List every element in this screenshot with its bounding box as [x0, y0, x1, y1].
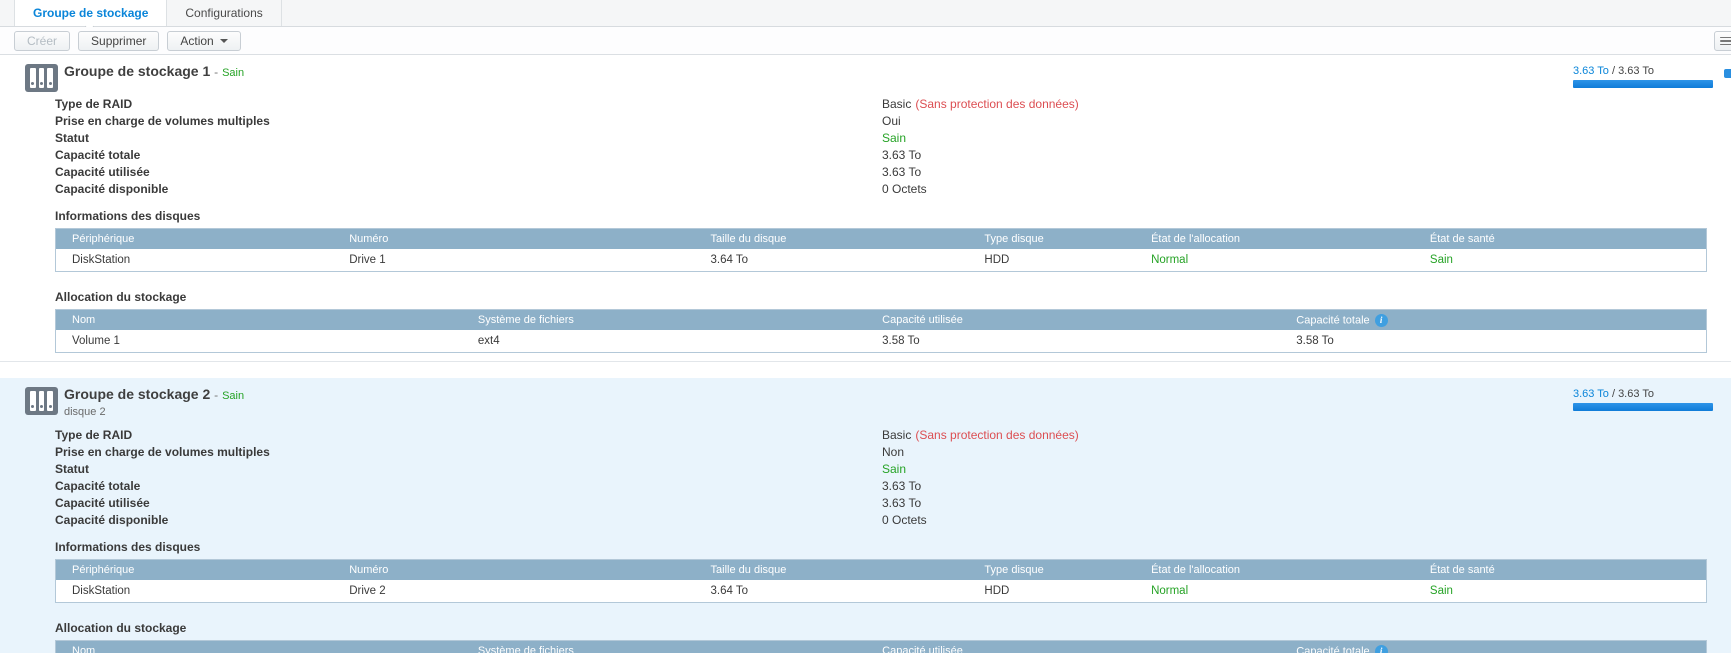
col-disk-type: Type disque — [968, 560, 1136, 580]
group-2-status: Sain — [222, 390, 245, 402]
group-1-header: Groupe de stockage 1 - Sain 3.63 To / 3.… — [0, 61, 1731, 92]
col-total-capacity: Capacité totale i — [1280, 310, 1706, 330]
group-1-usage-bar — [1573, 80, 1713, 88]
col-health-status: État de santé — [1413, 560, 1706, 580]
alloc-table-row[interactable]: Volume 1 ext4 3.58 To 3.58 To — [56, 330, 1706, 352]
tab-storage-group[interactable]: Groupe de stockage — [14, 0, 168, 32]
scrollbar-thumb[interactable] — [1724, 69, 1731, 78]
field-multi-volume: Prise en charge de volumes multiples Non — [55, 445, 905, 459]
field-used-capacity: Capacité utilisée 3.63 To — [55, 496, 922, 510]
field-raid-type: Type de RAID Basic (Sans protection des d… — [55, 97, 1079, 111]
group-1-allocation-table: Nom Système de fichiers Capacité utilisé… — [55, 309, 1707, 353]
group-2-usage-label: 3.63 To / 3.63 To — [1573, 388, 1654, 400]
disk-table-header-row: Périphérique Numéro Taille du disque Typ… — [56, 229, 1706, 249]
tab-configurations[interactable]: Configurations — [167, 0, 282, 26]
list-menu-button[interactable] — [1714, 31, 1731, 51]
info-icon[interactable]: i — [1374, 313, 1388, 327]
group-2-allocation-table: Nom Système de fichiers Capacité utilisé… — [55, 640, 1707, 653]
tab-bar: Groupe de stockage Configurations — [0, 0, 1731, 32]
field-available-capacity: Capacité disponible 0 Octets — [55, 182, 927, 196]
disk-table-row[interactable]: DiskStation Drive 1 3.64 To HDD Normal S… — [56, 249, 1706, 271]
col-filesystem: Système de fichiers — [461, 641, 867, 653]
storage-group-panel-2[interactable]: Groupe de stockage 2 - Sain disque 2 3.6… — [0, 378, 1731, 653]
field-status: Statut Sain — [55, 131, 907, 145]
field-used-capacity: Capacité utilisée 3.63 To — [55, 165, 922, 179]
col-disk-type: Type disque — [968, 229, 1136, 249]
field-available-capacity: Capacité disponible 0 Octets — [55, 513, 927, 527]
group-2-usage: 3.63 To / 3.63 To — [1573, 388, 1713, 411]
group-1-status: Sain — [222, 67, 245, 79]
create-button[interactable]: Créer — [14, 30, 71, 51]
field-multi-volume: Prise en charge de volumes multiples Oui — [55, 114, 901, 128]
storage-group-icon — [25, 387, 58, 415]
menu-lines-icon — [1720, 36, 1731, 39]
field-raid-type: Type de RAID Basic (Sans protection des d… — [55, 428, 1079, 442]
col-disk-size: Taille du disque — [694, 229, 969, 249]
group-1-usage-label: 3.63 To / 3.63 To — [1573, 65, 1654, 77]
allocation-section-label: Allocation du stockage — [55, 290, 187, 304]
alloc-table-header-row: Nom Système de fichiers Capacité utilisé… — [56, 310, 1706, 330]
delete-button[interactable]: Supprimer — [78, 30, 160, 51]
col-filesystem: Système de fichiers — [461, 310, 867, 330]
group-2-header: Groupe de stockage 2 - Sain disque 2 3.6… — [0, 384, 1731, 420]
toolbar: Créer Supprimer Action — [0, 27, 1731, 55]
disk-info-section-label: Informations des disques — [55, 209, 201, 223]
group-1-title-text: Groupe de stockage 1 — [64, 63, 211, 79]
col-health-status: État de santé — [1413, 229, 1706, 249]
disk-info-section-label: Informations des disques — [55, 540, 201, 554]
action-dropdown-button[interactable]: Action — [167, 30, 241, 51]
field-total-capacity: Capacité totale 3.63 To — [55, 148, 922, 162]
col-name: Nom — [56, 641, 462, 653]
group-1-disk-table: Périphérique Numéro Taille du disque Typ… — [55, 228, 1707, 272]
info-icon[interactable]: i — [1374, 644, 1388, 653]
col-number: Numéro — [333, 560, 695, 580]
col-allocation-status: État de l'allocation — [1135, 560, 1414, 580]
group-2-subtitle: disque 2 — [64, 406, 106, 418]
col-device: Périphérique — [56, 229, 334, 249]
col-device: Périphérique — [56, 560, 334, 580]
group-2-title: Groupe de stockage 2 - Sain — [64, 386, 245, 402]
col-number: Numéro — [333, 229, 695, 249]
disk-table-header-row: Périphérique Numéro Taille du disque Typ… — [56, 560, 1706, 580]
group-2-usage-bar — [1573, 403, 1713, 411]
col-used-capacity: Capacité utilisée — [866, 310, 1281, 330]
field-status: Statut Sain — [55, 462, 907, 476]
col-used-capacity: Capacité utilisée — [866, 641, 1281, 653]
group-1-fields: Type de RAID Basic (Sans protection des d… — [0, 97, 1731, 197]
group-2-disk-table: Périphérique Numéro Taille du disque Typ… — [55, 559, 1707, 603]
group-2-fields: Type de RAID Basic (Sans protection des d… — [0, 428, 1731, 528]
col-total-capacity: Capacité totale i — [1280, 641, 1706, 653]
action-dropdown-label: Action — [180, 33, 214, 48]
storage-group-panel-1[interactable]: Groupe de stockage 1 - Sain 3.63 To / 3.… — [0, 55, 1731, 362]
allocation-section-label: Allocation du stockage — [55, 621, 187, 635]
group-1-title: Groupe de stockage 1 - Sain — [64, 63, 245, 79]
tab-storage-group-label: Groupe de stockage — [33, 6, 149, 20]
group-2-title-text: Groupe de stockage 2 — [64, 386, 211, 402]
disk-table-row[interactable]: DiskStation Drive 2 3.64 To HDD Normal S… — [56, 580, 1706, 602]
col-disk-size: Taille du disque — [694, 560, 969, 580]
col-name: Nom — [56, 310, 462, 330]
storage-group-icon — [25, 64, 58, 92]
alloc-table-header-row: Nom Système de fichiers Capacité utilisé… — [56, 641, 1706, 653]
field-total-capacity: Capacité totale 3.63 To — [55, 479, 922, 493]
chevron-down-icon — [219, 38, 228, 43]
tab-configurations-label: Configurations — [185, 6, 263, 20]
group-1-usage: 3.63 To / 3.63 To — [1573, 65, 1713, 88]
col-allocation-status: État de l'allocation — [1135, 229, 1414, 249]
